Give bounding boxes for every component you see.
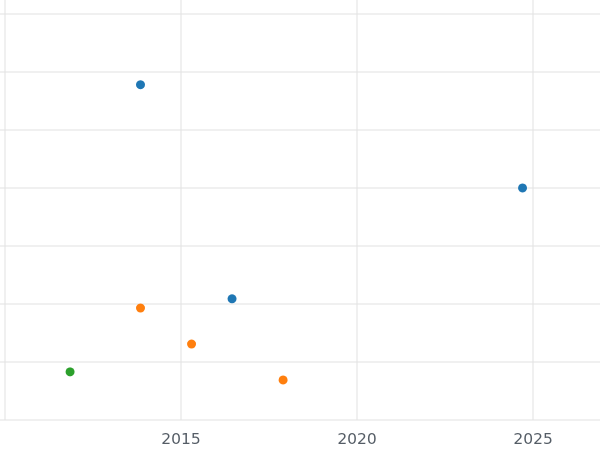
x-tick-label: 2020 [337,430,376,448]
x-tick-label: 2015 [161,430,200,448]
data-point-series-blue [518,183,528,193]
data-point-series-orange [187,339,197,349]
data-point-series-blue [135,80,145,90]
x-tick-label: 2025 [513,430,552,448]
data-point-series-blue [227,294,237,304]
data-point-series-orange [135,303,145,313]
data-point-series-green [65,367,75,377]
data-point-series-orange [278,375,288,385]
